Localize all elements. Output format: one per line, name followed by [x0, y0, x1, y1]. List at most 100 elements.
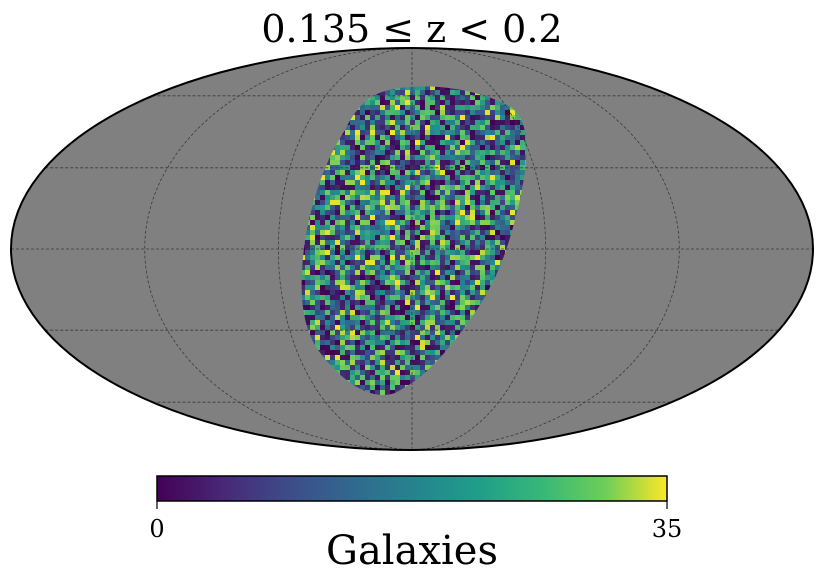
heatmap-cell	[380, 280, 385, 285]
heatmap-cell	[415, 330, 420, 335]
heatmap-cell	[395, 95, 400, 100]
heatmap-cell	[335, 235, 340, 240]
heatmap-cell	[420, 95, 425, 100]
heatmap-cell	[360, 230, 365, 235]
heatmap-cell	[385, 175, 390, 180]
heatmap-cell	[400, 350, 405, 355]
heatmap-cell	[315, 230, 320, 235]
heatmap-cell	[405, 86, 410, 90]
heatmap-cell	[365, 170, 370, 175]
heatmap-cell	[380, 90, 385, 95]
heatmap-cell	[490, 155, 495, 160]
heatmap-cell	[400, 200, 405, 205]
heatmap-cell	[380, 190, 385, 195]
heatmap-cell	[460, 285, 465, 290]
heatmap-cell	[350, 175, 355, 180]
heatmap-cell	[335, 335, 340, 340]
heatmap-cell	[415, 335, 420, 340]
heatmap-cell	[405, 175, 410, 180]
heatmap-cell	[340, 310, 345, 315]
heatmap-cell	[415, 300, 420, 305]
heatmap-cell	[405, 300, 410, 305]
heatmap-cell	[425, 130, 430, 135]
heatmap-cell	[315, 260, 320, 265]
heatmap-cell	[410, 205, 415, 210]
heatmap-cell	[430, 115, 435, 120]
heatmap-cell	[410, 105, 415, 110]
heatmap-cell	[465, 205, 470, 210]
heatmap-cell	[470, 310, 475, 315]
heatmap-cell	[405, 330, 410, 335]
heatmap-cell	[450, 305, 455, 310]
heatmap-cell	[480, 185, 485, 190]
heatmap-cell	[360, 385, 365, 390]
heatmap-cell	[520, 135, 525, 140]
heatmap-cell	[365, 205, 370, 210]
heatmap-cell	[315, 270, 320, 275]
heatmap-cell	[455, 325, 460, 330]
heatmap-cell	[360, 195, 365, 200]
colorbar: 0 35 Galaxies	[149, 475, 682, 574]
heatmap-cell	[450, 340, 455, 345]
heatmap-cell	[435, 215, 440, 220]
heatmap-cell	[455, 240, 460, 245]
heatmap-cell	[490, 280, 495, 285]
heatmap-cell	[470, 185, 475, 190]
heatmap-cell	[330, 285, 335, 290]
heatmap-cell	[420, 200, 425, 205]
heatmap-cell	[510, 170, 515, 175]
heatmap-cell	[385, 385, 390, 390]
heatmap-cell	[350, 285, 355, 290]
heatmap-cell	[355, 345, 360, 350]
heatmap-cell	[400, 365, 405, 370]
heatmap-cell	[370, 225, 375, 230]
heatmap-cell	[405, 230, 410, 235]
heatmap-cell	[485, 140, 490, 145]
heatmap-cell	[345, 235, 350, 240]
heatmap-cell	[440, 320, 445, 325]
heatmap-cell	[315, 235, 320, 240]
heatmap-cell	[335, 225, 340, 230]
heatmap-cell	[390, 170, 395, 175]
heatmap-cell	[355, 265, 360, 270]
heatmap-cell	[335, 365, 340, 370]
heatmap-cell	[465, 130, 470, 135]
heatmap-cell	[430, 190, 435, 195]
heatmap-cell	[385, 230, 390, 235]
heatmap-cell	[400, 260, 405, 265]
heatmap-cell	[440, 125, 445, 130]
heatmap-cell	[445, 125, 450, 130]
heatmap-cell	[430, 275, 435, 280]
heatmap-cell	[445, 305, 450, 310]
heatmap-cell	[340, 345, 345, 350]
heatmap-cell	[455, 115, 460, 120]
heatmap-cell	[325, 250, 330, 255]
heatmap-cell	[360, 175, 365, 180]
heatmap-cell	[480, 135, 485, 140]
heatmap-cell	[500, 125, 505, 130]
heatmap-cell	[380, 120, 385, 125]
heatmap-cell	[405, 150, 410, 155]
heatmap-cell	[410, 315, 415, 320]
heatmap-cell	[380, 375, 385, 380]
heatmap-cell	[320, 325, 325, 330]
heatmap-cell	[390, 155, 395, 160]
heatmap-cell	[505, 215, 510, 220]
heatmap-cell	[420, 120, 425, 125]
heatmap-cell	[330, 265, 335, 270]
heatmap-cell	[360, 310, 365, 315]
heatmap-cell	[360, 155, 365, 160]
heatmap-cell	[500, 160, 505, 165]
heatmap-cell	[495, 230, 500, 235]
heatmap-cell	[485, 225, 490, 230]
heatmap-cell	[500, 110, 505, 115]
heatmap-cell	[455, 100, 460, 105]
heatmap-cell	[410, 175, 415, 180]
heatmap-cell	[360, 270, 365, 275]
heatmap-cell	[380, 335, 385, 340]
heatmap-cell	[460, 270, 465, 275]
heatmap-cell	[465, 135, 470, 140]
heatmap-cell	[420, 330, 425, 335]
heatmap-cell	[425, 355, 430, 360]
heatmap-cell	[435, 285, 440, 290]
